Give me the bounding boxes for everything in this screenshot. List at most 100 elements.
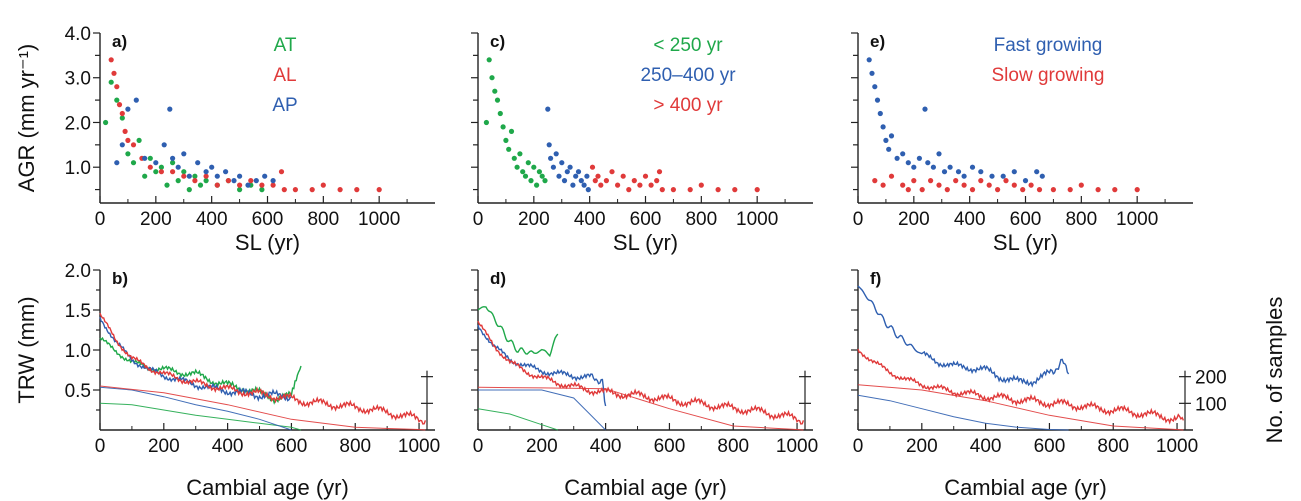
x-tick-label: 1000 bbox=[1116, 209, 1158, 230]
legend-entry: Slow growing bbox=[992, 65, 1105, 86]
scatter-point bbox=[170, 155, 176, 161]
scatter-point bbox=[953, 178, 959, 184]
scatter-point bbox=[270, 182, 276, 188]
scatter-point bbox=[578, 178, 584, 184]
scatter-point bbox=[237, 187, 243, 193]
scatter-point bbox=[955, 169, 962, 175]
scatter-point bbox=[500, 124, 506, 130]
scatter-point bbox=[492, 88, 498, 94]
scatter-point bbox=[900, 151, 906, 157]
scatter-point bbox=[575, 169, 582, 175]
x-tick-label: 800 bbox=[339, 436, 371, 457]
scatter-point bbox=[483, 119, 489, 126]
scatter-point bbox=[114, 160, 120, 166]
x-tick-label: 200 bbox=[906, 436, 938, 457]
scatter-point bbox=[517, 151, 523, 157]
scatter-point bbox=[631, 178, 637, 184]
x-axis-label: SL (yr) bbox=[235, 230, 300, 255]
scatter-point bbox=[147, 164, 153, 170]
scatter-point bbox=[598, 182, 604, 188]
legend-entry: AP bbox=[272, 95, 297, 116]
x-axis-label: Cambial age (yr) bbox=[186, 475, 349, 500]
x-tick-label: 600 bbox=[1034, 436, 1066, 457]
scatter-point bbox=[158, 164, 164, 170]
scatter-point bbox=[585, 187, 591, 193]
scatter-point bbox=[237, 182, 243, 188]
scatter-point bbox=[567, 164, 573, 170]
x-tick-label: 0 bbox=[473, 209, 484, 230]
scatter-point bbox=[337, 187, 343, 193]
x-tick-label: 0 bbox=[473, 436, 484, 457]
scatter-point bbox=[886, 146, 892, 152]
y-axis-label: AGR (mm yr⁻¹) bbox=[14, 44, 39, 192]
scatter-point bbox=[497, 110, 503, 117]
scatter-point bbox=[125, 137, 131, 143]
scatter-point bbox=[133, 97, 139, 103]
scatter-point bbox=[1039, 173, 1045, 179]
scatter-point bbox=[181, 173, 187, 179]
x-tick-label: 800 bbox=[1097, 436, 1129, 457]
scatter-point bbox=[944, 187, 950, 193]
scatter-point bbox=[186, 173, 192, 179]
scatter-point bbox=[248, 178, 254, 184]
x-tick-label: 1000 bbox=[736, 209, 778, 230]
sample-count-line bbox=[99, 386, 292, 431]
scatter-point bbox=[986, 182, 992, 188]
scatter-point bbox=[534, 182, 540, 188]
scatter-point bbox=[486, 57, 492, 63]
scatter-point bbox=[581, 182, 587, 188]
trw-series-line bbox=[99, 316, 292, 402]
scatter-point bbox=[167, 106, 173, 112]
scatter-point bbox=[573, 173, 579, 179]
scatter-point bbox=[237, 173, 243, 179]
x-tick-label: 0 bbox=[95, 209, 106, 230]
y-tick-label: 2.0 bbox=[65, 261, 91, 282]
panel-f: 0 200 400 600 800 1000 100 200 f) Cambial age (yr… bbox=[851, 269, 1227, 500]
legend-entry: AL bbox=[273, 65, 296, 86]
scatter-point bbox=[161, 142, 167, 148]
scatter-point bbox=[278, 169, 285, 175]
legend-entry: > 400 yr bbox=[653, 95, 723, 116]
scatter-point bbox=[570, 182, 576, 188]
x-tick-label: 400 bbox=[574, 209, 606, 230]
scatter-point bbox=[553, 151, 559, 157]
scatter-point bbox=[223, 169, 229, 175]
sample-count-line bbox=[477, 408, 558, 431]
scatter-point bbox=[147, 155, 153, 161]
sample-count-line bbox=[477, 386, 804, 431]
y-tick-label: 0.5 bbox=[65, 381, 91, 402]
panel-label: d) bbox=[490, 269, 506, 288]
x-axis-label: Cambial age (yr) bbox=[564, 475, 727, 500]
scatter-point bbox=[732, 187, 738, 193]
scatter-point bbox=[648, 182, 654, 188]
scatter-point bbox=[546, 142, 552, 148]
scatter-point bbox=[905, 160, 911, 166]
scatter-point bbox=[620, 173, 626, 179]
scatter-point bbox=[503, 137, 509, 143]
trw-series-line bbox=[857, 348, 1185, 425]
scatter-point bbox=[880, 124, 886, 130]
panel-c: 0 200 400 600 800 1000 < 250 yr 250–400 yr > 400… bbox=[471, 32, 813, 255]
scatter-point bbox=[1036, 187, 1043, 193]
x-tick-label: 600 bbox=[630, 209, 662, 230]
scatter-point bbox=[270, 178, 276, 184]
scatter-point bbox=[170, 169, 176, 175]
x-tick-label: 400 bbox=[196, 209, 228, 230]
trw-series-line bbox=[857, 285, 1070, 388]
trw-series-line bbox=[477, 306, 559, 358]
scatter-point bbox=[130, 160, 137, 166]
scatter-point bbox=[245, 182, 251, 188]
scatter-point bbox=[564, 169, 570, 175]
scatter-point bbox=[872, 84, 878, 90]
sample-count-line bbox=[99, 402, 302, 431]
scatter-point bbox=[936, 151, 942, 157]
scatter-point bbox=[354, 187, 360, 193]
x-tick-label: 800 bbox=[1065, 209, 1097, 230]
x-tick-label: 800 bbox=[685, 209, 717, 230]
sample-count-line bbox=[857, 384, 1184, 431]
scatter-point bbox=[203, 169, 209, 175]
scatter-point bbox=[969, 187, 976, 193]
x-tick-label: 400 bbox=[970, 436, 1002, 457]
scatter-point bbox=[214, 173, 220, 179]
scatter-point bbox=[969, 164, 976, 170]
